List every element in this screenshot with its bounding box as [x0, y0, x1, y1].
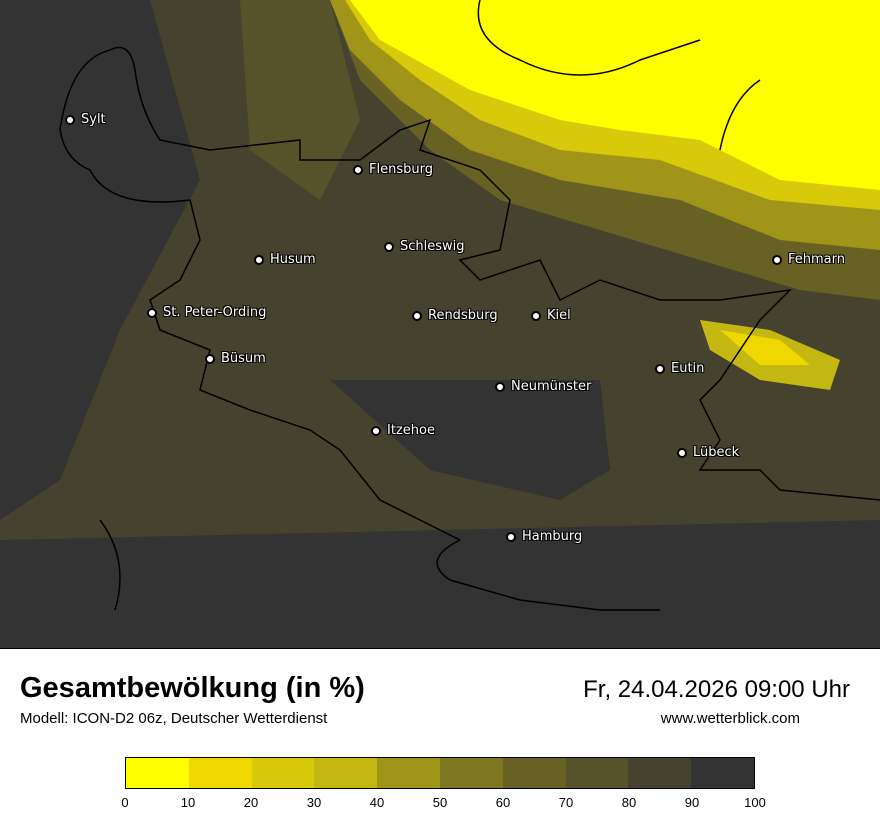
legend-tick-label: 0 [121, 795, 129, 810]
city-marker-icon [353, 164, 363, 175]
legend-tick-label: 70 [558, 795, 574, 810]
legend-swatch [377, 758, 440, 788]
city-marker-icon [412, 310, 422, 321]
city-label: Neumünster [495, 379, 591, 394]
legend-tick-label: 10 [180, 795, 196, 810]
legend-tick-label: 50 [432, 795, 448, 810]
map-title: Gesamtbewölkung (in %) [20, 672, 365, 704]
city-label: Lübeck [677, 445, 739, 460]
legend-tick-label: 90 [684, 795, 700, 810]
city-label: Sylt [65, 112, 106, 127]
city-marker-icon [384, 241, 394, 252]
city-marker-icon [205, 353, 215, 364]
city-marker-icon [371, 425, 381, 436]
cloud-cover-map [0, 0, 880, 649]
legend-tick-label: 100 [744, 795, 766, 810]
city-marker-icon [495, 381, 505, 392]
city-marker-icon [772, 254, 782, 265]
city-marker-icon [531, 310, 541, 321]
legend-tick-label: 40 [369, 795, 385, 810]
city-label: Schleswig [384, 239, 465, 254]
city-label: Büsum [205, 351, 266, 366]
city-marker-icon [506, 531, 516, 542]
forecast-datetime: Fr, 24.04.2026 09:00 Uhr [583, 676, 850, 703]
city-marker-icon [65, 114, 75, 125]
legend-swatch [691, 758, 754, 788]
city-marker-icon [147, 307, 157, 318]
city-label: Fehmarn [772, 252, 845, 267]
legend-tick-label: 30 [306, 795, 322, 810]
legend-tick-label: 80 [621, 795, 637, 810]
legend-tick-label: 20 [243, 795, 259, 810]
color-legend [125, 757, 755, 789]
city-label: St. Peter-Ording [147, 305, 266, 320]
city-label: Hamburg [506, 529, 582, 544]
legend-swatch [439, 758, 503, 788]
city-label: Rendsburg [412, 308, 498, 323]
model-source: Modell: ICON-D2 06z, Deutscher Wetterdie… [20, 710, 328, 727]
city-label: Kiel [531, 308, 571, 323]
legend-swatch [314, 758, 378, 788]
city-marker-icon [677, 447, 687, 458]
city-label: Husum [254, 252, 316, 267]
legend-swatch [188, 758, 252, 788]
city-label: Eutin [655, 361, 704, 376]
legend-swatch [565, 758, 629, 788]
legend-tick-label: 60 [495, 795, 511, 810]
city-marker-icon [655, 363, 665, 374]
legend-swatch [628, 758, 692, 788]
legend-swatch [251, 758, 315, 788]
city-marker-icon [254, 254, 264, 265]
legend-swatch [126, 758, 189, 788]
city-label: Flensburg [353, 162, 433, 177]
legend-swatch [502, 758, 566, 788]
city-label: Itzehoe [371, 423, 435, 438]
website-link[interactable]: www.wetterblick.com [660, 710, 800, 727]
